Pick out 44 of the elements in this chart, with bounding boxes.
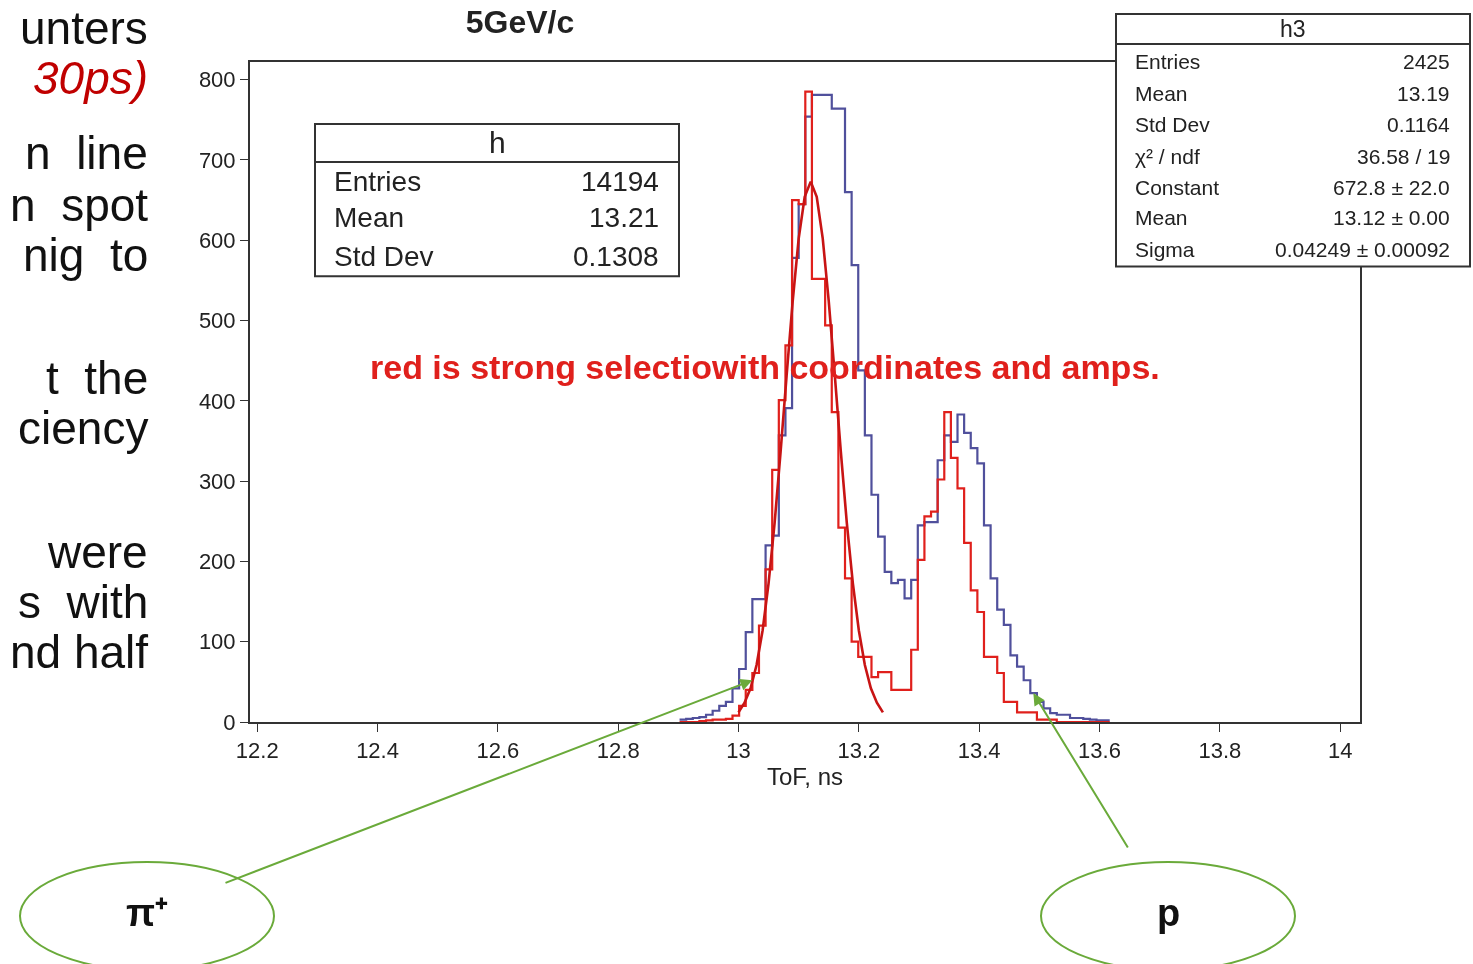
text: Mean 13.21: [334, 202, 660, 233]
y-tick-label: 500: [198, 308, 236, 334]
x-tick-label: 13.4: [957, 738, 1001, 764]
text: n line: [25, 127, 148, 179]
x-tick-label: 13.8: [1198, 738, 1242, 764]
text: Entries 2425: [1135, 50, 1450, 73]
annotation: h: [489, 126, 506, 159]
text: ciency: [18, 402, 149, 454]
text: t the: [46, 352, 149, 404]
y-tick-label: 100: [198, 629, 236, 655]
x-tick-label: 12.8: [596, 738, 640, 764]
text: Std Dev 0.1164: [1135, 113, 1450, 136]
text: s with: [18, 576, 149, 628]
text: Constant 672.8 ± 22.0: [1135, 176, 1450, 199]
text: Mean 13.12 ± 0.00: [1135, 206, 1450, 229]
x-tick-label: 14: [1327, 738, 1353, 764]
y-tick-label: 200: [198, 549, 236, 575]
annotation: p: [1157, 892, 1181, 934]
text: Entries 14194: [334, 166, 659, 197]
x-tick-label: 12.2: [235, 738, 279, 764]
text: 30ps): [33, 52, 149, 104]
text: nd half: [10, 626, 149, 678]
text: Sigma 0.04249 ± 0.00092: [1135, 238, 1451, 261]
y-tick-label: 300: [198, 468, 236, 494]
text: Std Dev 0.1308: [334, 241, 659, 272]
x-tick-label: 12.4: [356, 738, 399, 764]
x-tick-label: 13.2: [837, 738, 881, 764]
text: Mean 13.19: [1135, 82, 1450, 105]
y-tick-label: 700: [198, 147, 236, 173]
y-tick-label: 0: [223, 709, 236, 735]
text: n spot: [10, 179, 149, 231]
text: h3: [1280, 16, 1306, 42]
text: χ² / ndf 36.58 / 19: [1135, 145, 1451, 168]
x-tick-label: 13: [726, 738, 751, 764]
y-tick-label: 800: [198, 67, 236, 93]
chart-title: 5GeV/c: [465, 4, 575, 41]
x-tick-label: 13.6: [1078, 738, 1121, 764]
y-tick-label: 400: [198, 388, 236, 414]
text: were: [47, 526, 148, 578]
annotation: π⁺: [126, 892, 169, 934]
x-tick-label: 12.6: [476, 738, 520, 764]
x-axis-title: ToF, ns: [766, 763, 844, 791]
y-tick-label: 600: [198, 227, 236, 253]
text: unters: [20, 2, 148, 54]
